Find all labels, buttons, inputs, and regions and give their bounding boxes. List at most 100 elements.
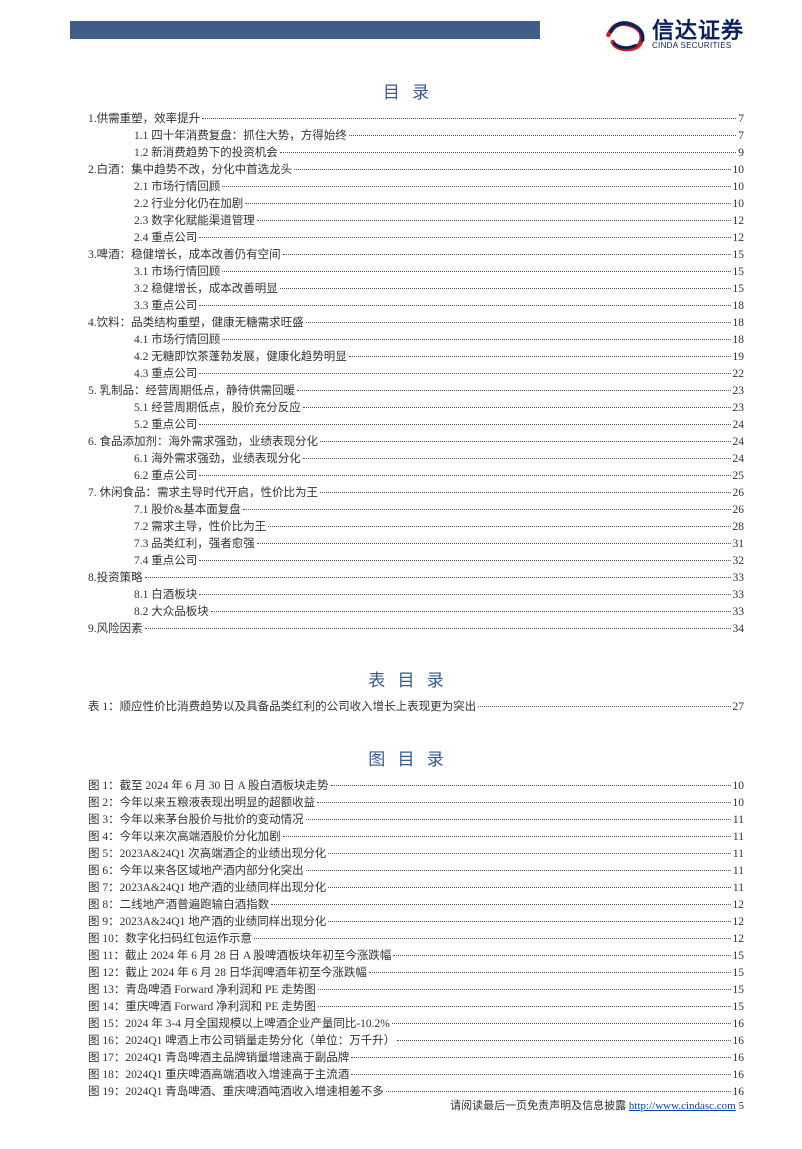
toc-entry-label: 4.3 重点公司 xyxy=(134,366,197,383)
toc-entry: 6.1 海外需求强劲，业绩表现分化24 xyxy=(72,451,744,468)
toc-entry: 4.饮料：品类结构重塑，健康无糖需求旺盛18 xyxy=(72,315,744,332)
toc-entry: 3.3 重点公司18 xyxy=(72,298,744,315)
toc-entry-page: 24 xyxy=(733,417,745,434)
toc-entry-page: 10 xyxy=(733,162,745,179)
toc-entry-label: 3.啤酒：稳健增长，成本改善仍有空间 xyxy=(88,247,281,264)
toc-entry-label: 6.2 重点公司 xyxy=(134,468,197,485)
toc-entry-label: 图 10：数字化扫码红包运作示意 xyxy=(88,931,252,948)
toc-entry-label: 6. 食品添加剂：海外需求强劲，业绩表现分化 xyxy=(88,434,318,451)
toc-entry-page: 23 xyxy=(733,400,745,417)
footer-page-number: 5 xyxy=(736,1100,744,1112)
toc-leader-dots xyxy=(257,543,731,544)
toc-leader-dots xyxy=(331,785,731,786)
toc-leader-dots xyxy=(386,1091,731,1092)
toc-entry: 图 4：今年以来次高端酒股价分化加剧11 xyxy=(72,829,744,846)
toc-entry: 图 7：2023A&24Q1 地产酒的业绩同样出现分化11 xyxy=(72,880,744,897)
toc-leader-dots xyxy=(211,611,731,612)
toc-entry-page: 15 xyxy=(733,281,745,298)
toc-entry-label: 2.3 数字化赋能渠道管理 xyxy=(134,213,255,230)
toc-leader-dots xyxy=(222,271,730,272)
toc-leader-dots xyxy=(397,1040,730,1041)
toc-entry: 1.1 四十年消费复盘：抓住大势，方得始终7 xyxy=(72,128,744,145)
toc-entry: 8.1 白酒板块 33 xyxy=(72,587,744,604)
toc-entry: 3.2 稳健增长，成本改善明显15 xyxy=(72,281,744,298)
toc-leader-dots xyxy=(283,254,731,255)
toc-entry: 7.2 需求主导，性价比为王28 xyxy=(72,519,744,536)
toc-entry-page: 19 xyxy=(733,349,745,366)
toc-entry: 4.3 重点公司22 xyxy=(72,366,744,383)
toc-leader-dots xyxy=(199,560,730,561)
toc-leader-dots xyxy=(145,577,731,578)
toc-entry-label: 图 8：二线地产酒普遍跑输白酒指数 xyxy=(88,897,269,914)
toc-entry-label: 7.3 品类红利，强者愈强 xyxy=(134,536,255,553)
toc-leader-dots xyxy=(318,989,731,990)
toc-entry: 2.1 市场行情回顾10 xyxy=(72,179,744,196)
toc-leader-dots xyxy=(280,152,737,153)
toc-leader-dots xyxy=(317,802,730,803)
toc-entry-label: 5.1 经营周期低点，股价充分反应 xyxy=(134,400,301,417)
toc-entry-page: 12 xyxy=(733,914,745,931)
toc-entry: 2.2 行业分化仍在加剧10 xyxy=(72,196,744,213)
toc-entry-label: 图 18：2024Q1 重庆啤酒高端酒收入增速高于主流酒 xyxy=(88,1067,349,1084)
toc-entry: 图 10：数字化扫码红包运作示意12 xyxy=(72,931,744,948)
toc-entry-label: 8.1 白酒板块 xyxy=(134,587,197,604)
toc-entry-page: 16 xyxy=(733,1016,745,1033)
toc-entry-label: 5. 乳制品：经营周期低点，静待供需回暖 xyxy=(88,383,295,400)
toc-entry-page: 11 xyxy=(733,846,744,863)
toc-entry: 图 17：2024Q1 青岛啤酒主品牌销量增速高于副品牌16 xyxy=(72,1050,744,1067)
toc-entry-page: 15 xyxy=(733,264,745,281)
toc-entry-label: 8.2 大众品板块 xyxy=(134,604,209,621)
toc-entry-page: 24 xyxy=(733,434,745,451)
toc-leader-dots xyxy=(328,853,731,854)
toc-entry-label: 图 9：2023A&24Q1 地产酒的业绩同样出现分化 xyxy=(88,914,326,931)
toc-entry: 6. 食品添加剂：海外需求强劲，业绩表现分化 24 xyxy=(72,434,744,451)
toc-entry-label: 图 11：截止 2024 年 6 月 28 日 A 股啤酒板块年初至今涨跌幅 xyxy=(88,948,391,965)
toc-leader-dots xyxy=(202,118,736,119)
toc-entry-label: 8.投资策略 xyxy=(88,570,143,587)
toc-leader-dots xyxy=(392,1023,731,1024)
toc-leader-dots xyxy=(199,424,730,425)
toc-entry-page: 33 xyxy=(733,570,745,587)
list-of-figures: 图 1：截至 2024 年 6 月 30 日 A 股白酒板块走势10图 2：今年… xyxy=(72,778,744,1101)
toc-entry-page: 31 xyxy=(733,536,745,553)
toc-entry-page: 32 xyxy=(733,553,745,570)
toc-entry: 7.3 品类红利，强者愈强 31 xyxy=(72,536,744,553)
toc-entry-label: 3.1 市场行情回顾 xyxy=(134,264,220,281)
toc-entry-page: 33 xyxy=(733,587,745,604)
toc-leader-dots xyxy=(294,169,730,170)
toc-entry-label: 表 1：顺应性价比消费趋势以及具备品类红利的公司收入增长上表现更为突出 xyxy=(88,699,476,716)
header-color-bar xyxy=(70,21,540,39)
toc-entry-label: 1.供需重塑，效率提升 xyxy=(88,111,200,128)
toc-leader-dots xyxy=(254,938,731,939)
toc-entry-label: 图 17：2024Q1 青岛啤酒主品牌销量增速高于副品牌 xyxy=(88,1050,349,1067)
toc-entry: 1.供需重塑，效率提升7 xyxy=(72,111,744,128)
toc-entry-page: 12 xyxy=(733,230,745,247)
toc-entry-page: 18 xyxy=(733,332,745,349)
toc-entry-page: 16 xyxy=(733,1033,745,1050)
toc-leader-dots xyxy=(318,1006,731,1007)
toc-entry-page: 15 xyxy=(733,999,745,1016)
toc-entry: 4.2 无糖即饮茶蓬勃发展，健康化趋势明显19 xyxy=(72,349,744,366)
toc-entry-page: 25 xyxy=(733,468,745,485)
toc-entry-page: 7 xyxy=(738,128,744,145)
toc-leader-dots xyxy=(283,836,731,837)
toc-entry-page: 15 xyxy=(733,247,745,264)
footer-link[interactable]: http://www.cindasc.com xyxy=(629,1100,736,1112)
toc-leader-dots xyxy=(328,887,731,888)
toc-entry-label: 4.1 市场行情回顾 xyxy=(134,332,220,349)
toc-leader-dots xyxy=(306,870,731,871)
toc-leader-dots xyxy=(328,921,730,922)
toc-entry-page: 10 xyxy=(733,179,745,196)
toc-leader-dots xyxy=(351,1057,730,1058)
list-of-tables: 表 1：顺应性价比消费趋势以及具备品类红利的公司收入增长上表现更为突出27 xyxy=(72,699,744,716)
toc-leader-dots xyxy=(257,220,731,221)
tables-heading: 表 目 录 xyxy=(72,666,744,691)
toc-entry: 图 11：截止 2024 年 6 月 28 日 A 股啤酒板块年初至今涨跌幅15 xyxy=(72,948,744,965)
toc-entry: 2.3 数字化赋能渠道管理12 xyxy=(72,213,744,230)
toc-entry: 8.投资策略 33 xyxy=(72,570,744,587)
toc-leader-dots xyxy=(320,492,731,493)
toc-leader-dots xyxy=(271,904,730,905)
toc-leader-dots xyxy=(351,1074,730,1075)
toc-leader-dots xyxy=(306,322,731,323)
toc-entry: 2.白酒：集中趋势不改，分化中首选龙头10 xyxy=(72,162,744,179)
